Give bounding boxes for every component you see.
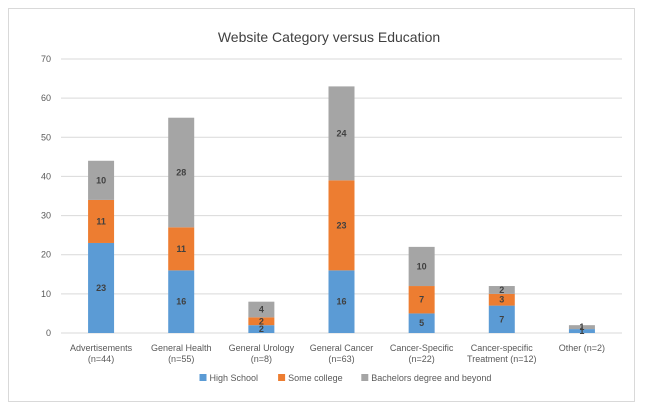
y-axis: 0 10 20 30 40 50 60 70	[41, 54, 51, 338]
data-label: 7	[499, 314, 504, 324]
bar-segment	[488, 286, 515, 294]
y-tick-label: 0	[46, 328, 51, 338]
bar-segment	[248, 325, 275, 333]
x-category-label: (n=63)	[328, 354, 354, 364]
bar-segment	[88, 242, 115, 333]
data-label: 11	[176, 244, 186, 254]
data-label: 2	[259, 324, 264, 334]
legend-swatch	[278, 374, 286, 381]
y-tick-label: 50	[41, 132, 51, 142]
data-label: 1	[579, 326, 584, 336]
x-category-label: Cancer-Specific	[390, 343, 454, 353]
data-label: 24	[336, 128, 346, 138]
bar-segment	[408, 313, 435, 333]
data-label: 2	[499, 285, 504, 295]
legend-swatch	[361, 374, 369, 381]
legend-label: High School	[210, 373, 259, 383]
data-label: 10	[417, 261, 427, 271]
data-label: 23	[96, 283, 106, 293]
stacked-bar-chart: Website Category versus Education 0 10 20 3…	[41, 29, 622, 383]
data-label: 28	[176, 168, 186, 178]
x-category-label: Other (n=2)	[559, 343, 605, 353]
bar-segment	[328, 180, 355, 271]
data-label: 11	[96, 216, 106, 226]
legend-label: Bachelors degree and beyond	[371, 373, 491, 383]
x-axis: Advertisements(n=44) General Health(n=55)…	[70, 343, 605, 364]
data-label: 4	[259, 305, 264, 315]
data-label: 3	[499, 295, 504, 305]
bar-segment	[248, 317, 275, 326]
y-tick-label: 30	[41, 211, 51, 221]
bar-segment	[88, 199, 115, 243]
data-label: 16	[336, 297, 346, 307]
data-label: 23	[336, 220, 346, 230]
bar-segment	[488, 293, 515, 306]
x-category-label: Treatment (n=12)	[467, 354, 536, 364]
bar-segment	[328, 270, 355, 333]
data-label: 10	[96, 175, 106, 185]
bar-segment	[168, 270, 195, 333]
y-tick-label: 60	[41, 93, 51, 103]
legend-swatch	[199, 374, 207, 381]
x-category-label: Cancer-specific	[471, 343, 534, 353]
bar-segment	[168, 227, 195, 271]
chart-frame: Website Category versus Education 0 10 20 3…	[8, 8, 635, 402]
data-label: 16	[176, 297, 186, 307]
bar-segment	[408, 246, 435, 287]
x-category-label: Advertisements	[70, 343, 133, 353]
x-category-label: General Health	[151, 343, 212, 353]
x-category-label: General Urology	[229, 343, 295, 353]
legend-label: Some college	[288, 373, 343, 383]
data-label: 2	[259, 316, 264, 326]
y-tick-label: 20	[41, 250, 51, 260]
y-tick-label: 40	[41, 171, 51, 181]
bar-segment	[248, 301, 275, 318]
data-label: 1	[579, 322, 584, 332]
bar-segment	[568, 329, 595, 333]
chart-title: Website Category versus Education	[218, 29, 440, 45]
x-category-label: (n=44)	[88, 354, 114, 364]
bars	[88, 86, 595, 333]
x-category-label: General Cancer	[310, 343, 374, 353]
x-category-label: (n=55)	[168, 354, 194, 364]
x-category-label: (n=22)	[409, 354, 435, 364]
bar-segment	[408, 286, 435, 314]
data-label: 7	[419, 295, 424, 305]
bar-segment	[328, 86, 355, 181]
legend: High School Some college Bachelors degree …	[199, 373, 491, 383]
bar-segment	[88, 160, 115, 200]
bar-segment	[488, 305, 515, 333]
bar-segment	[168, 117, 195, 228]
x-category-label: (n=8)	[251, 354, 272, 364]
bar-segment	[568, 325, 595, 330]
y-tick-label: 10	[41, 289, 51, 299]
data-label: 5	[419, 318, 424, 328]
y-tick-label: 70	[41, 54, 51, 64]
